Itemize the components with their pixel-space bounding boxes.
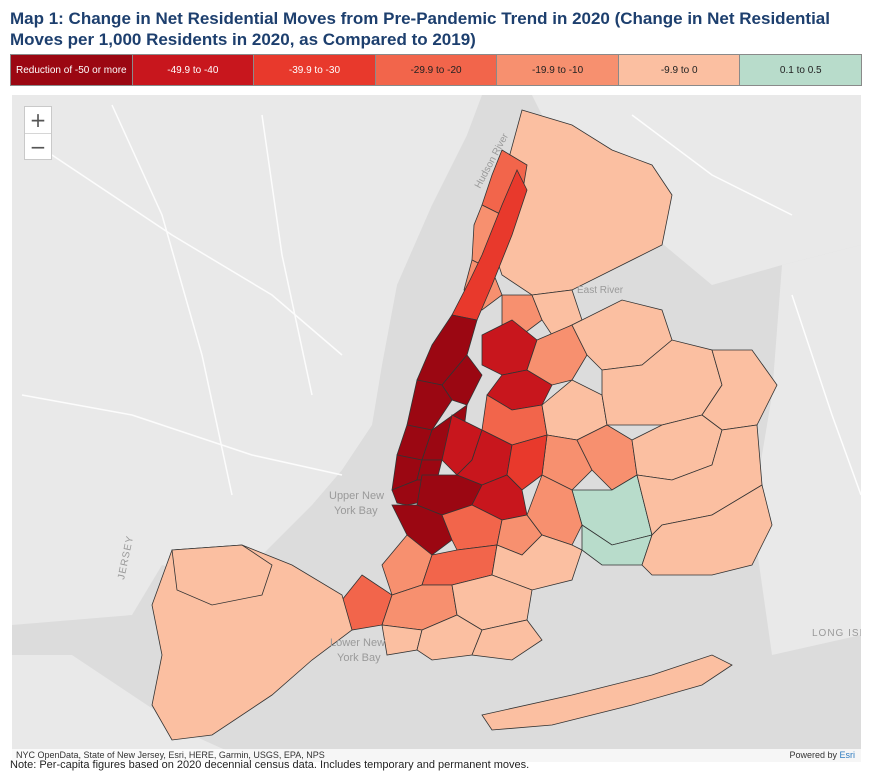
map-svg[interactable]: Hudson River East River Upper New York B… [12, 95, 861, 762]
district[interactable] [506, 434, 548, 491]
legend-item-7: 0.1 to 0.5 [740, 55, 862, 85]
map-canvas[interactable]: Hudson River East River Upper New York B… [12, 95, 861, 762]
staten-island [151, 544, 353, 741]
water-label-upper-bay-1: Upper New [329, 490, 384, 502]
footnote: Note: Per-capita figures based on 2020 d… [10, 759, 530, 771]
legend: Reduction of -50 or more -49.9 to -40 -3… [10, 54, 862, 86]
zoom-control: + − [24, 106, 52, 160]
attribution-text: NYC OpenData, State of New Jersey, Esri,… [16, 750, 325, 760]
roads [21, 104, 861, 496]
legend-item-1: Reduction of -50 or more [11, 55, 133, 85]
district[interactable] [641, 484, 773, 576]
legend-label: -39.9 to -30 [288, 64, 341, 76]
land-new-jersey [12, 95, 482, 625]
legend-item-2: -49.9 to -40 [132, 55, 255, 85]
district[interactable] [471, 619, 543, 661]
district[interactable] [171, 544, 273, 606]
powered-by-label: Powered by [789, 750, 837, 760]
water-label-lower-bay-1: Lower New [330, 637, 385, 649]
zoom-in-button[interactable]: + [29, 108, 47, 132]
map-title: Map 1: Change in Net Residential Moves f… [10, 9, 830, 49]
water-label-upper-bay-2: York Bay [334, 505, 378, 517]
legend-label: -29.9 to -20 [410, 64, 462, 76]
esri-link[interactable]: Esri [839, 750, 856, 760]
legend-label: Reduction of -50 or more [15, 64, 127, 76]
attribution-bar: NYC OpenData, State of New Jersey, Esri,… [12, 749, 861, 762]
brooklyn [341, 414, 583, 661]
legend-item-3: -39.9 to -30 [254, 55, 376, 85]
land-westchester [532, 95, 861, 285]
district[interactable] [441, 354, 483, 406]
district[interactable] [406, 379, 453, 431]
district[interactable] [381, 624, 423, 656]
legend-item-4: -29.9 to -20 [375, 55, 498, 85]
legend-item-5: -19.9 to -10 [497, 55, 619, 85]
zoom-out-button[interactable]: − [25, 133, 51, 160]
land-label-long-island: LONG ISL [812, 628, 861, 639]
queens [481, 299, 778, 731]
legend-label: -49.9 to -40 [167, 64, 219, 76]
legend-item-6: -9.9 to 0 [618, 55, 741, 85]
legend-label: -9.9 to 0 [660, 64, 698, 76]
district[interactable] [481, 654, 733, 731]
powered-by: Powered by Esri [789, 750, 855, 760]
legend-label: 0.1 to 0.5 [779, 64, 822, 76]
water-label-east: East River [577, 285, 624, 296]
water-label-lower-bay-2: York Bay [337, 652, 381, 664]
land-long-island [752, 245, 861, 655]
legend-label: -19.9 to -10 [532, 64, 584, 76]
district[interactable] [341, 574, 393, 631]
